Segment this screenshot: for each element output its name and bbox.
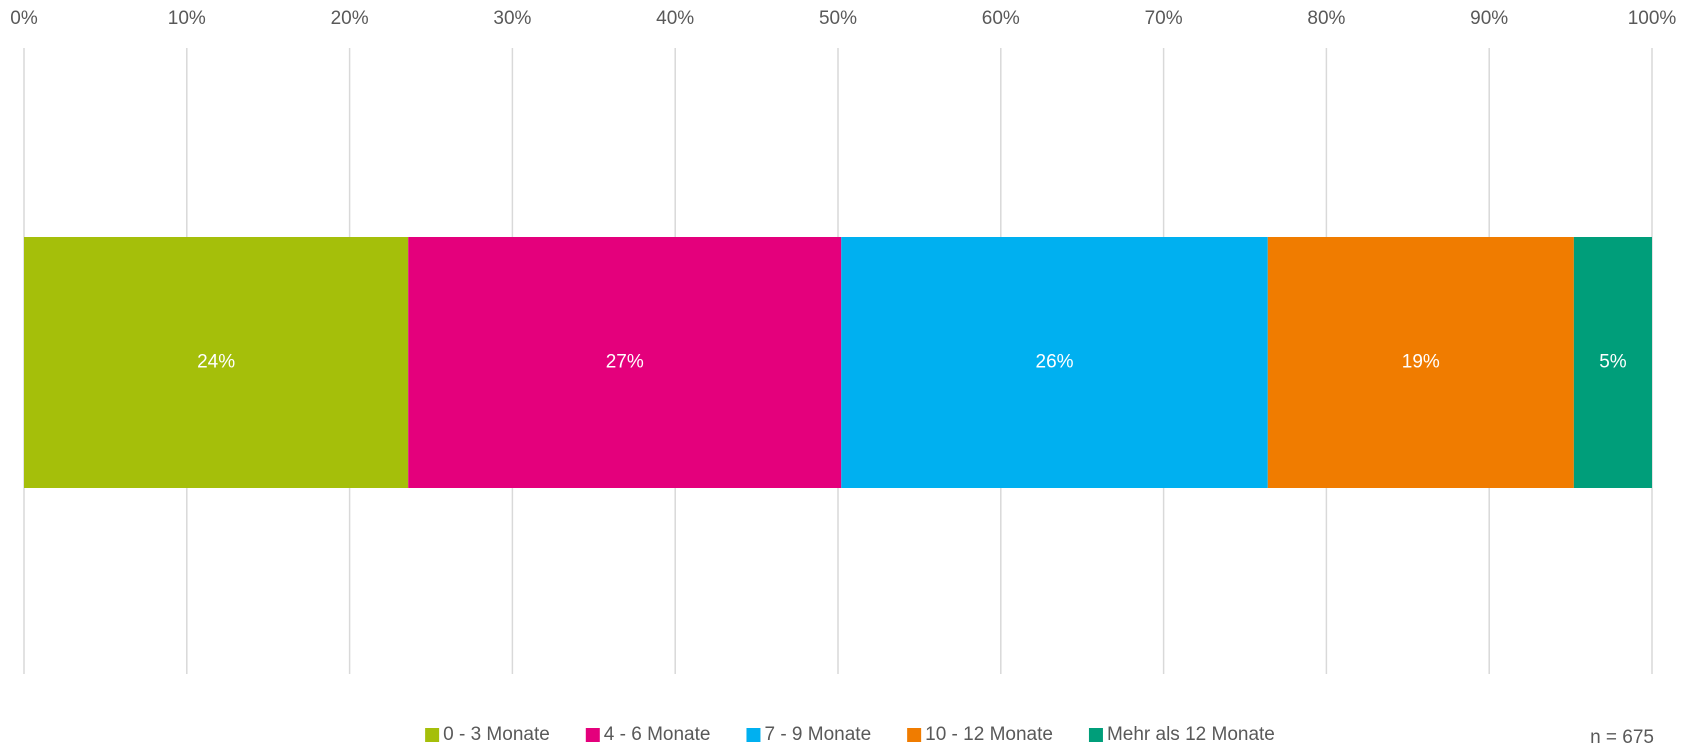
x-tick-label: 70% <box>1145 8 1183 29</box>
legend-label: 0 - 3 Monate <box>443 724 550 745</box>
data-label: 27% <box>606 352 644 373</box>
x-tick-label: 30% <box>493 8 531 29</box>
x-tick-label: 20% <box>331 8 369 29</box>
x-tick-label: 60% <box>982 8 1020 29</box>
data-label: 24% <box>197 352 235 373</box>
x-tick-label: 40% <box>656 8 694 29</box>
data-label: 5% <box>1599 352 1627 373</box>
bar-segment <box>841 237 1268 488</box>
legend-swatch <box>907 728 922 742</box>
x-tick-label: 50% <box>819 8 857 29</box>
x-tick-label: 80% <box>1307 8 1345 29</box>
x-tick-label: 100% <box>1628 8 1677 29</box>
legend-swatch <box>1088 728 1103 742</box>
legend-label: 4 - 6 Monate <box>604 724 711 745</box>
legend-swatch <box>585 728 600 742</box>
x-tick-label: 0% <box>10 8 38 29</box>
legend-label: 7 - 9 Monate <box>764 724 871 745</box>
bar-segment <box>408 237 842 488</box>
bar-segment <box>1573 237 1652 488</box>
legend-label: 10 - 12 Monate <box>925 724 1053 745</box>
bar-segment <box>1267 237 1574 488</box>
x-tick-label: 10% <box>168 8 206 29</box>
x-tick-label: 90% <box>1470 8 1508 29</box>
legend-swatch <box>425 728 440 742</box>
data-label: 26% <box>1036 352 1074 373</box>
sample-size: n = 675 <box>1590 727 1654 747</box>
data-label: 19% <box>1402 352 1440 373</box>
bar-segment <box>24 237 409 488</box>
legend-label: Mehr als 12 Monate <box>1107 724 1275 745</box>
legend-swatch <box>746 728 761 742</box>
